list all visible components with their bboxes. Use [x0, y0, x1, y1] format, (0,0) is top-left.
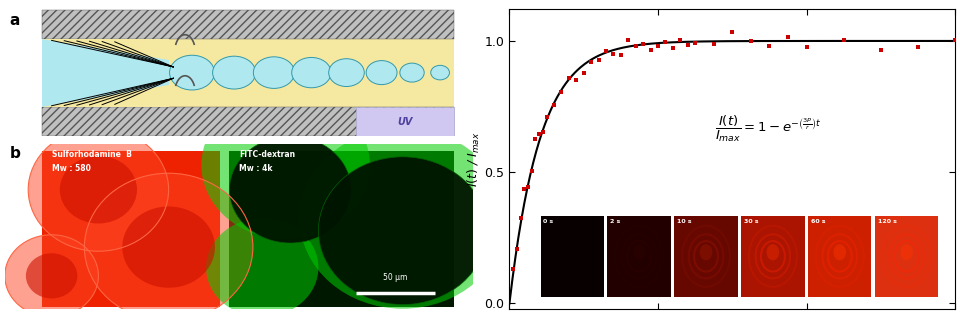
- Point: [665, 45, 681, 50]
- Bar: [608, 216, 671, 297]
- Point: [539, 115, 554, 120]
- Point: [687, 40, 703, 45]
- Ellipse shape: [431, 65, 449, 80]
- Ellipse shape: [170, 55, 214, 90]
- Polygon shape: [42, 39, 169, 60]
- Polygon shape: [42, 39, 169, 107]
- Point: [516, 186, 532, 192]
- Point: [584, 60, 599, 65]
- Circle shape: [84, 173, 252, 315]
- Bar: [808, 216, 872, 297]
- Point: [562, 76, 577, 81]
- Circle shape: [26, 253, 78, 298]
- Point: [591, 58, 607, 63]
- Point: [532, 132, 547, 137]
- Polygon shape: [42, 85, 169, 107]
- Circle shape: [300, 128, 506, 309]
- Point: [606, 52, 621, 57]
- Point: [910, 45, 925, 50]
- Point: [598, 49, 613, 54]
- Text: 2 s: 2 s: [611, 219, 620, 224]
- Ellipse shape: [292, 57, 331, 88]
- Ellipse shape: [400, 63, 424, 82]
- Circle shape: [5, 235, 99, 315]
- Ellipse shape: [328, 59, 364, 87]
- Point: [874, 48, 889, 53]
- Bar: [42, 107, 454, 136]
- Point: [706, 42, 721, 47]
- Text: 50 μm: 50 μm: [383, 273, 408, 282]
- Circle shape: [319, 157, 487, 305]
- Bar: [229, 151, 454, 306]
- FancyBboxPatch shape: [356, 107, 454, 136]
- Point: [520, 185, 536, 190]
- Text: 30 s: 30 s: [744, 219, 758, 224]
- Text: $\dfrac{I(t)}{I_{max}} = 1 - e^{-\left(\frac{3P}{r}\right)t}$: $\dfrac{I(t)}{I_{max}} = 1 - e^{-\left(\…: [714, 114, 822, 144]
- Point: [780, 35, 796, 40]
- Ellipse shape: [366, 60, 397, 85]
- Point: [528, 137, 543, 142]
- Point: [725, 30, 740, 35]
- Text: Sulforhodamine  B: Sulforhodamine B: [52, 150, 132, 159]
- Text: Mw : 4k: Mw : 4k: [239, 164, 273, 173]
- Point: [643, 48, 659, 53]
- Point: [673, 38, 688, 43]
- Ellipse shape: [900, 244, 913, 261]
- Circle shape: [206, 218, 319, 315]
- Point: [513, 215, 528, 220]
- Bar: [42, 10, 454, 39]
- Text: Mw : 580: Mw : 580: [52, 164, 90, 173]
- Point: [535, 130, 550, 135]
- Bar: [42, 151, 220, 306]
- Point: [506, 266, 521, 272]
- Text: FITC-dextran: FITC-dextran: [239, 150, 295, 159]
- Bar: [42, 39, 454, 107]
- Point: [743, 39, 758, 44]
- Circle shape: [202, 91, 370, 239]
- Circle shape: [28, 128, 169, 251]
- Text: 60 s: 60 s: [811, 219, 826, 224]
- Ellipse shape: [212, 56, 255, 89]
- Bar: [540, 216, 604, 297]
- Ellipse shape: [253, 57, 295, 89]
- Point: [576, 70, 591, 75]
- Text: 120 s: 120 s: [877, 219, 897, 224]
- Point: [948, 37, 960, 43]
- Point: [836, 37, 852, 43]
- Point: [568, 78, 584, 83]
- Text: b: b: [10, 146, 20, 161]
- Point: [620, 37, 636, 42]
- Text: UV: UV: [397, 117, 413, 127]
- Bar: [42, 107, 454, 136]
- Text: c: c: [465, 0, 474, 3]
- Point: [658, 40, 673, 45]
- Point: [554, 89, 569, 94]
- Point: [799, 44, 814, 49]
- Circle shape: [122, 206, 215, 288]
- Ellipse shape: [700, 244, 712, 261]
- Ellipse shape: [833, 244, 846, 261]
- Polygon shape: [42, 46, 174, 100]
- Point: [613, 52, 629, 57]
- Circle shape: [229, 136, 351, 243]
- Point: [650, 43, 665, 48]
- Point: [524, 169, 540, 174]
- Point: [509, 246, 524, 251]
- Bar: [42, 10, 454, 39]
- Point: [636, 42, 651, 47]
- Point: [628, 44, 643, 49]
- Text: 0 s: 0 s: [543, 219, 553, 224]
- Point: [546, 103, 562, 108]
- Ellipse shape: [766, 244, 780, 261]
- Bar: [674, 216, 737, 297]
- Text: 10 s: 10 s: [677, 219, 691, 224]
- Point: [680, 42, 695, 47]
- Text: a: a: [10, 13, 20, 28]
- Y-axis label: $I(t)$ / $I_{max}$: $I(t)$ / $I_{max}$: [466, 131, 482, 187]
- Bar: [875, 216, 938, 297]
- Bar: [741, 216, 804, 297]
- Point: [762, 43, 778, 49]
- Circle shape: [60, 156, 137, 224]
